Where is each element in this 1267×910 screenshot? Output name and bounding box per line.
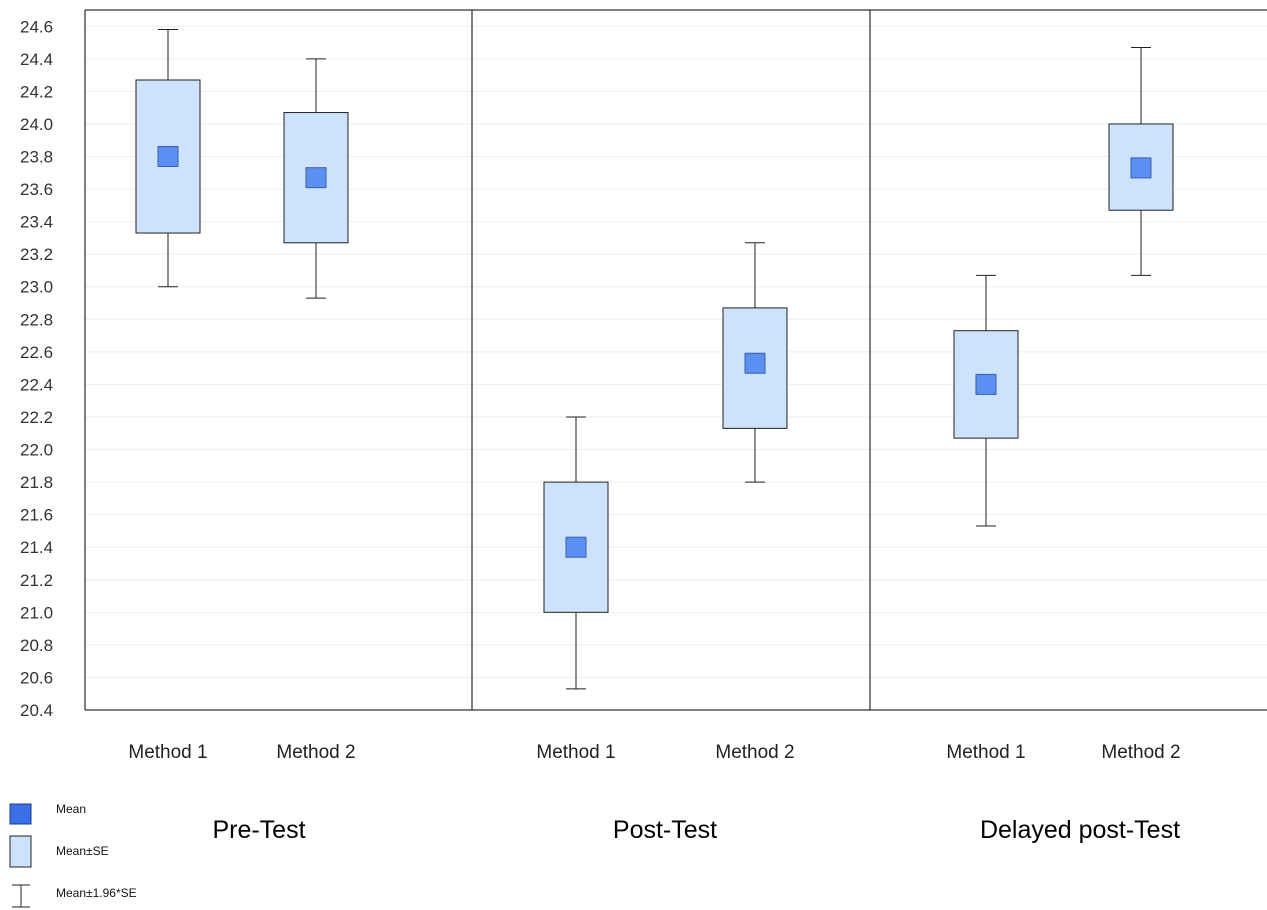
y-tick-label: 24.6 — [20, 17, 53, 36]
plot-frame — [84, 9, 1267, 711]
category-label: Method 2 — [715, 742, 794, 763]
mean-marker — [305, 167, 327, 189]
y-tick-label: 24.2 — [20, 82, 53, 101]
y-tick-label: 21.6 — [20, 506, 53, 525]
mean-marker — [1130, 157, 1152, 179]
y-tick-label: 23.2 — [20, 245, 53, 264]
category-label: Method 2 — [1101, 742, 1180, 763]
category-label: Method 2 — [276, 742, 355, 763]
y-tick-label: 20.8 — [20, 636, 53, 655]
y-tick-label: 23.8 — [20, 148, 53, 167]
group-labels: Pre-Test Post-Test Delayed post-Test — [212, 816, 1180, 844]
y-tick-label: 24.4 — [20, 50, 53, 69]
y-tick-label: 22.4 — [20, 375, 53, 394]
legend-label: Mean±1.96*SE — [56, 886, 137, 900]
legend-se-swatch — [9, 835, 32, 868]
category-label: Method 1 — [536, 742, 615, 763]
mean-marker — [157, 146, 179, 168]
category-labels: Method 1 Method 2 Method 1 Method 2 Method 1… — [128, 742, 1180, 763]
y-tick-label: 23.4 — [20, 213, 53, 232]
legend-label: Mean±SE — [56, 844, 109, 858]
mean-marker — [565, 536, 587, 558]
group-label: Delayed post-Test — [980, 816, 1180, 844]
legend-label: Mean — [56, 802, 86, 816]
y-tick-label: 23.0 — [20, 278, 53, 297]
mean-marker — [975, 373, 997, 395]
mean-marker — [744, 352, 766, 374]
category-label: Method 1 — [128, 742, 207, 763]
y-tick-label: 24.0 — [20, 115, 53, 134]
y-axis-ticks: 20.4 20.6 20.8 21.0 21.2 21.4 21.6 21.8 22.0 22.2… — [20, 17, 53, 720]
y-tick-label: 21.2 — [20, 571, 53, 590]
y-tick-label: 21.0 — [20, 603, 53, 622]
y-tick-label: 20.6 — [20, 668, 53, 687]
y-tick-label: 22.2 — [20, 408, 53, 427]
y-tick-label: 23.6 — [20, 180, 53, 199]
y-tick-label: 21.4 — [20, 538, 53, 557]
boxes — [135, 29, 1174, 690]
y-tick-label: 22.6 — [20, 343, 53, 362]
legend: Mean Mean±SE Mean±1.96*SE — [9, 802, 137, 908]
y-tick-label: 22.8 — [20, 310, 53, 329]
group-label: Pre-Test — [212, 816, 305, 844]
category-label: Method 1 — [946, 742, 1025, 763]
y-tick-label: 20.4 — [20, 701, 53, 720]
legend-mean-swatch — [9, 803, 32, 825]
y-tick-label: 22.0 — [20, 441, 53, 460]
y-tick-label: 21.8 — [20, 473, 53, 492]
group-label: Post-Test — [613, 816, 717, 844]
grid-lines — [85, 25, 1267, 678]
